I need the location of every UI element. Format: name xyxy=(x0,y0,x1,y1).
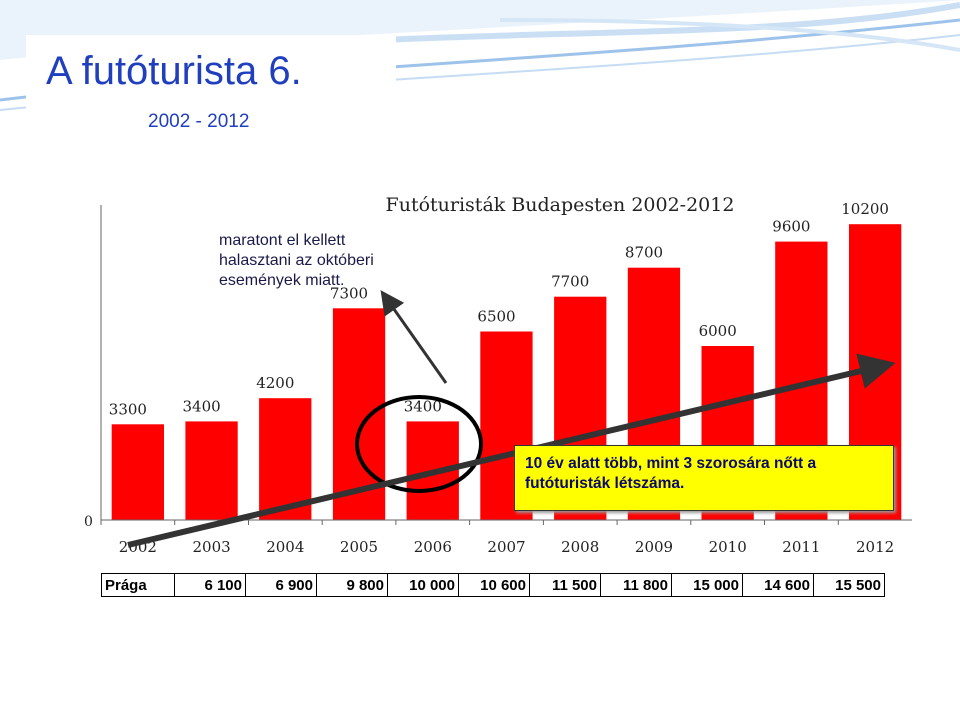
bar-2002 xyxy=(111,424,164,520)
prague-value: 10 600 xyxy=(458,573,530,597)
trend-arrow xyxy=(127,353,896,548)
prague-value: 9 800 xyxy=(316,573,388,597)
postponement-note: maratont el kellett halasztani az októbe… xyxy=(219,232,374,289)
data-label-2006: 3400 xyxy=(404,397,442,415)
x-tick-label-2005: 2005 xyxy=(340,538,378,556)
data-label-2007: 6500 xyxy=(477,308,515,326)
data-label-2010: 6000 xyxy=(699,322,737,340)
data-label-2011: 9600 xyxy=(772,218,810,236)
x-tick-group: 2002 2003 2004 2005 2006 2007 2008 2009 2010 2011… xyxy=(119,538,894,556)
slide-title: A futóturista 6. xyxy=(46,49,302,93)
data-label-2002: 3300 xyxy=(109,400,147,418)
bar-chart: Futóturisták Budapesten 2002-2012 3300 34… xyxy=(84,194,912,556)
data-label-2012: 10200 xyxy=(841,200,889,218)
x-axis-tick-marks xyxy=(100,520,839,525)
x-tick-label-2006: 2006 xyxy=(414,538,452,556)
data-label-2005: 7300 xyxy=(330,284,368,302)
prague-value: 11 800 xyxy=(600,573,672,597)
prague-value: 6 900 xyxy=(245,573,317,597)
data-label-2003: 3400 xyxy=(183,397,221,415)
prague-value: 11 500 xyxy=(529,573,601,597)
x-tick-label-2004: 2004 xyxy=(266,538,304,556)
x-tick-label-2008: 2008 xyxy=(561,538,599,556)
chart-title: Futóturisták Budapesten 2002-2012 xyxy=(386,194,735,216)
growth-callout: 10 év alatt több, mint 3 szorosára nőtt … xyxy=(514,445,894,511)
bar-2004 xyxy=(259,398,312,520)
prague-row-label: Prága xyxy=(101,573,175,597)
prague-value: 15 500 xyxy=(813,573,885,597)
prague-value: 6 100 xyxy=(174,573,246,597)
bar-group xyxy=(111,224,902,520)
data-label-2008: 7700 xyxy=(551,273,589,291)
prague-table: Prága 6 100 6 900 9 800 10 000 10 600 11… xyxy=(101,573,885,597)
note-pointer-arrow xyxy=(380,290,448,384)
slide-subtitle: 2002 - 2012 xyxy=(148,111,250,132)
data-label-2009: 8700 xyxy=(625,244,663,262)
bar-2003 xyxy=(185,421,238,520)
data-label-group: 3300 3400 4200 7300 3400 6500 7700 8700 6000 9600… xyxy=(109,200,889,418)
x-tick-label-2010: 2010 xyxy=(709,538,747,556)
x-tick-label-2009: 2009 xyxy=(635,538,673,556)
y-tick-label: 0 xyxy=(84,514,93,530)
table-row: Prága 6 100 6 900 9 800 10 000 10 600 11… xyxy=(101,573,885,597)
prague-value: 14 600 xyxy=(742,573,814,597)
x-tick-label-2012: 2012 xyxy=(856,538,894,556)
highlight-circle xyxy=(355,395,483,493)
prague-value: 15 000 xyxy=(671,573,743,597)
data-label-2004: 4200 xyxy=(256,374,294,392)
x-tick-label-2007: 2007 xyxy=(487,538,525,556)
prague-value: 10 000 xyxy=(387,573,459,597)
x-tick-label-2011: 2011 xyxy=(782,538,820,556)
x-tick-label-2003: 2003 xyxy=(193,538,231,556)
title-box: A futóturista 6. 2002 - 2012 xyxy=(26,35,396,137)
